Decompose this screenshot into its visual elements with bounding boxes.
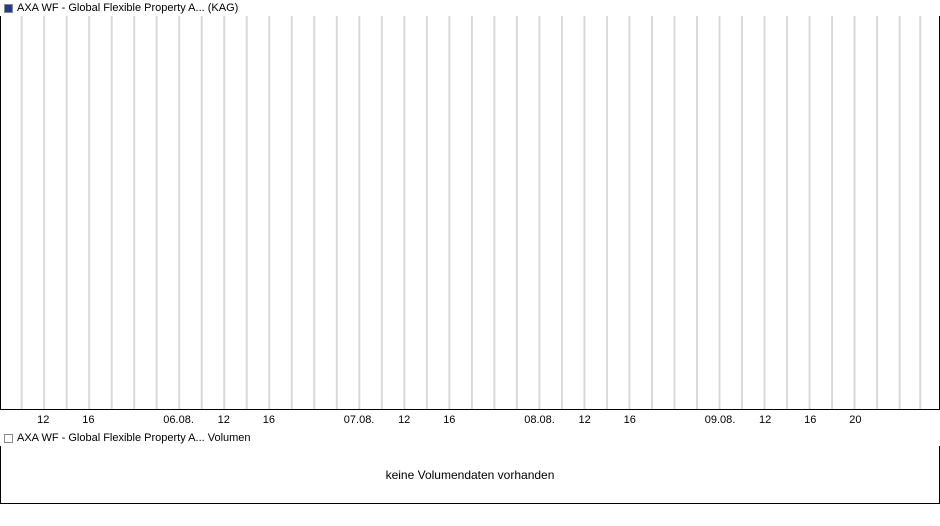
x-tick-label: 16	[263, 414, 275, 426]
x-tick-label: 16	[804, 414, 816, 426]
x-tick-label: 12	[579, 414, 591, 426]
x-tick-label: 16	[443, 414, 455, 426]
price-chart-panel	[0, 16, 940, 410]
volume-legend-swatch	[4, 434, 13, 443]
x-tick-label: 07.08.	[344, 414, 375, 426]
chart-gridlines	[1, 16, 939, 409]
x-axis: 12 16 06.08. 12 16 07.08. 12 16 08.08. 12 16 09.08.…	[0, 410, 940, 430]
volume-chart-panel: keine Volumendaten vorhanden	[0, 446, 940, 504]
price-legend: AXA WF - Global Flexible Property A... (…	[0, 0, 940, 16]
price-legend-swatch	[4, 4, 13, 13]
x-tick-label: 12	[218, 414, 230, 426]
x-tick-label: 12	[759, 414, 771, 426]
x-tick-label: 20	[849, 414, 861, 426]
price-legend-label: AXA WF - Global Flexible Property A... (…	[17, 2, 238, 14]
x-tick-label: 12	[37, 414, 49, 426]
x-tick-label: 06.08.	[163, 414, 194, 426]
no-volume-data-message: keine Volumendaten vorhanden	[386, 468, 555, 482]
x-tick-label: 09.08.	[705, 414, 736, 426]
volume-legend-label: AXA WF - Global Flexible Property A... V…	[17, 432, 251, 444]
x-tick-label: 16	[82, 414, 94, 426]
x-tick-label: 16	[624, 414, 636, 426]
x-tick-label: 08.08.	[524, 414, 555, 426]
volume-legend: AXA WF - Global Flexible Property A... V…	[0, 430, 940, 446]
x-tick-label: 12	[398, 414, 410, 426]
